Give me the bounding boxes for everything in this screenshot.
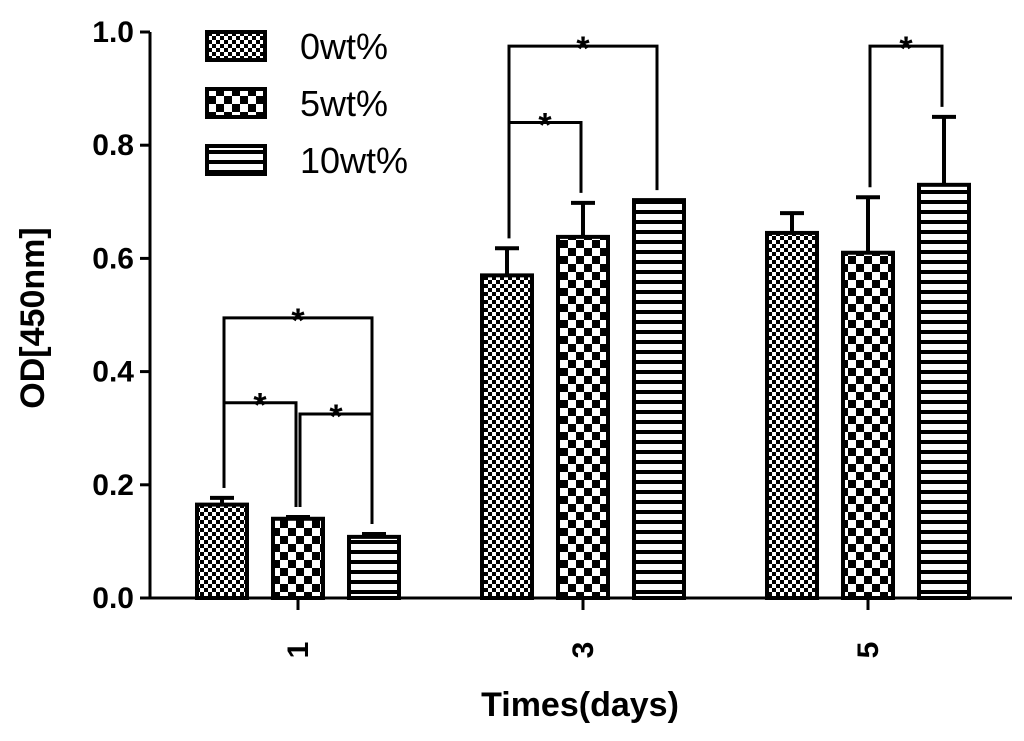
bar xyxy=(271,516,325,601)
x-tick-label: 5 xyxy=(852,642,885,659)
significance-bracket xyxy=(868,44,944,188)
x-tick-label: 1 xyxy=(282,642,315,659)
significance-bracket xyxy=(507,121,583,239)
legend-swatch xyxy=(205,144,267,176)
legend: 0wt% 5wt% 10wt% xyxy=(205,26,408,181)
bar xyxy=(347,534,401,601)
y-tick-label: 0.6 xyxy=(92,242,134,275)
y-tick-label: 0.8 xyxy=(92,129,134,162)
significance-star: * xyxy=(329,398,343,436)
legend-swatch xyxy=(205,30,267,62)
legend-label: 10wt% xyxy=(300,140,408,181)
significance-bracket xyxy=(298,412,374,525)
x-axis-title: Times(days) xyxy=(481,686,679,724)
bars xyxy=(195,114,971,601)
y-axis-title: OD[450nm] xyxy=(14,227,52,408)
significance-bracket xyxy=(222,316,374,525)
significance-star: * xyxy=(291,302,305,340)
bar xyxy=(765,230,819,600)
bar xyxy=(195,502,249,600)
y-tick-label: 0.4 xyxy=(92,356,134,389)
y-tick-label: 1.0 xyxy=(92,16,134,49)
significance-star: * xyxy=(576,30,590,68)
significance-bracket xyxy=(222,401,298,508)
bar xyxy=(841,250,895,601)
bar xyxy=(917,182,971,600)
y-tick-label: 0.0 xyxy=(92,582,134,615)
legend-swatch xyxy=(205,87,267,119)
legend-label: 5wt% xyxy=(300,83,388,124)
legend-label: 0wt% xyxy=(300,26,388,67)
y-tick-label: 0.2 xyxy=(92,469,134,502)
bar xyxy=(480,273,534,600)
significance-markers: * * * * * * xyxy=(222,30,944,525)
significance-star: * xyxy=(899,30,913,68)
bar xyxy=(632,198,686,601)
significance-star: * xyxy=(538,107,552,145)
x-tick-label: 3 xyxy=(567,642,600,659)
significance-star: * xyxy=(253,387,267,425)
bar xyxy=(556,234,610,600)
